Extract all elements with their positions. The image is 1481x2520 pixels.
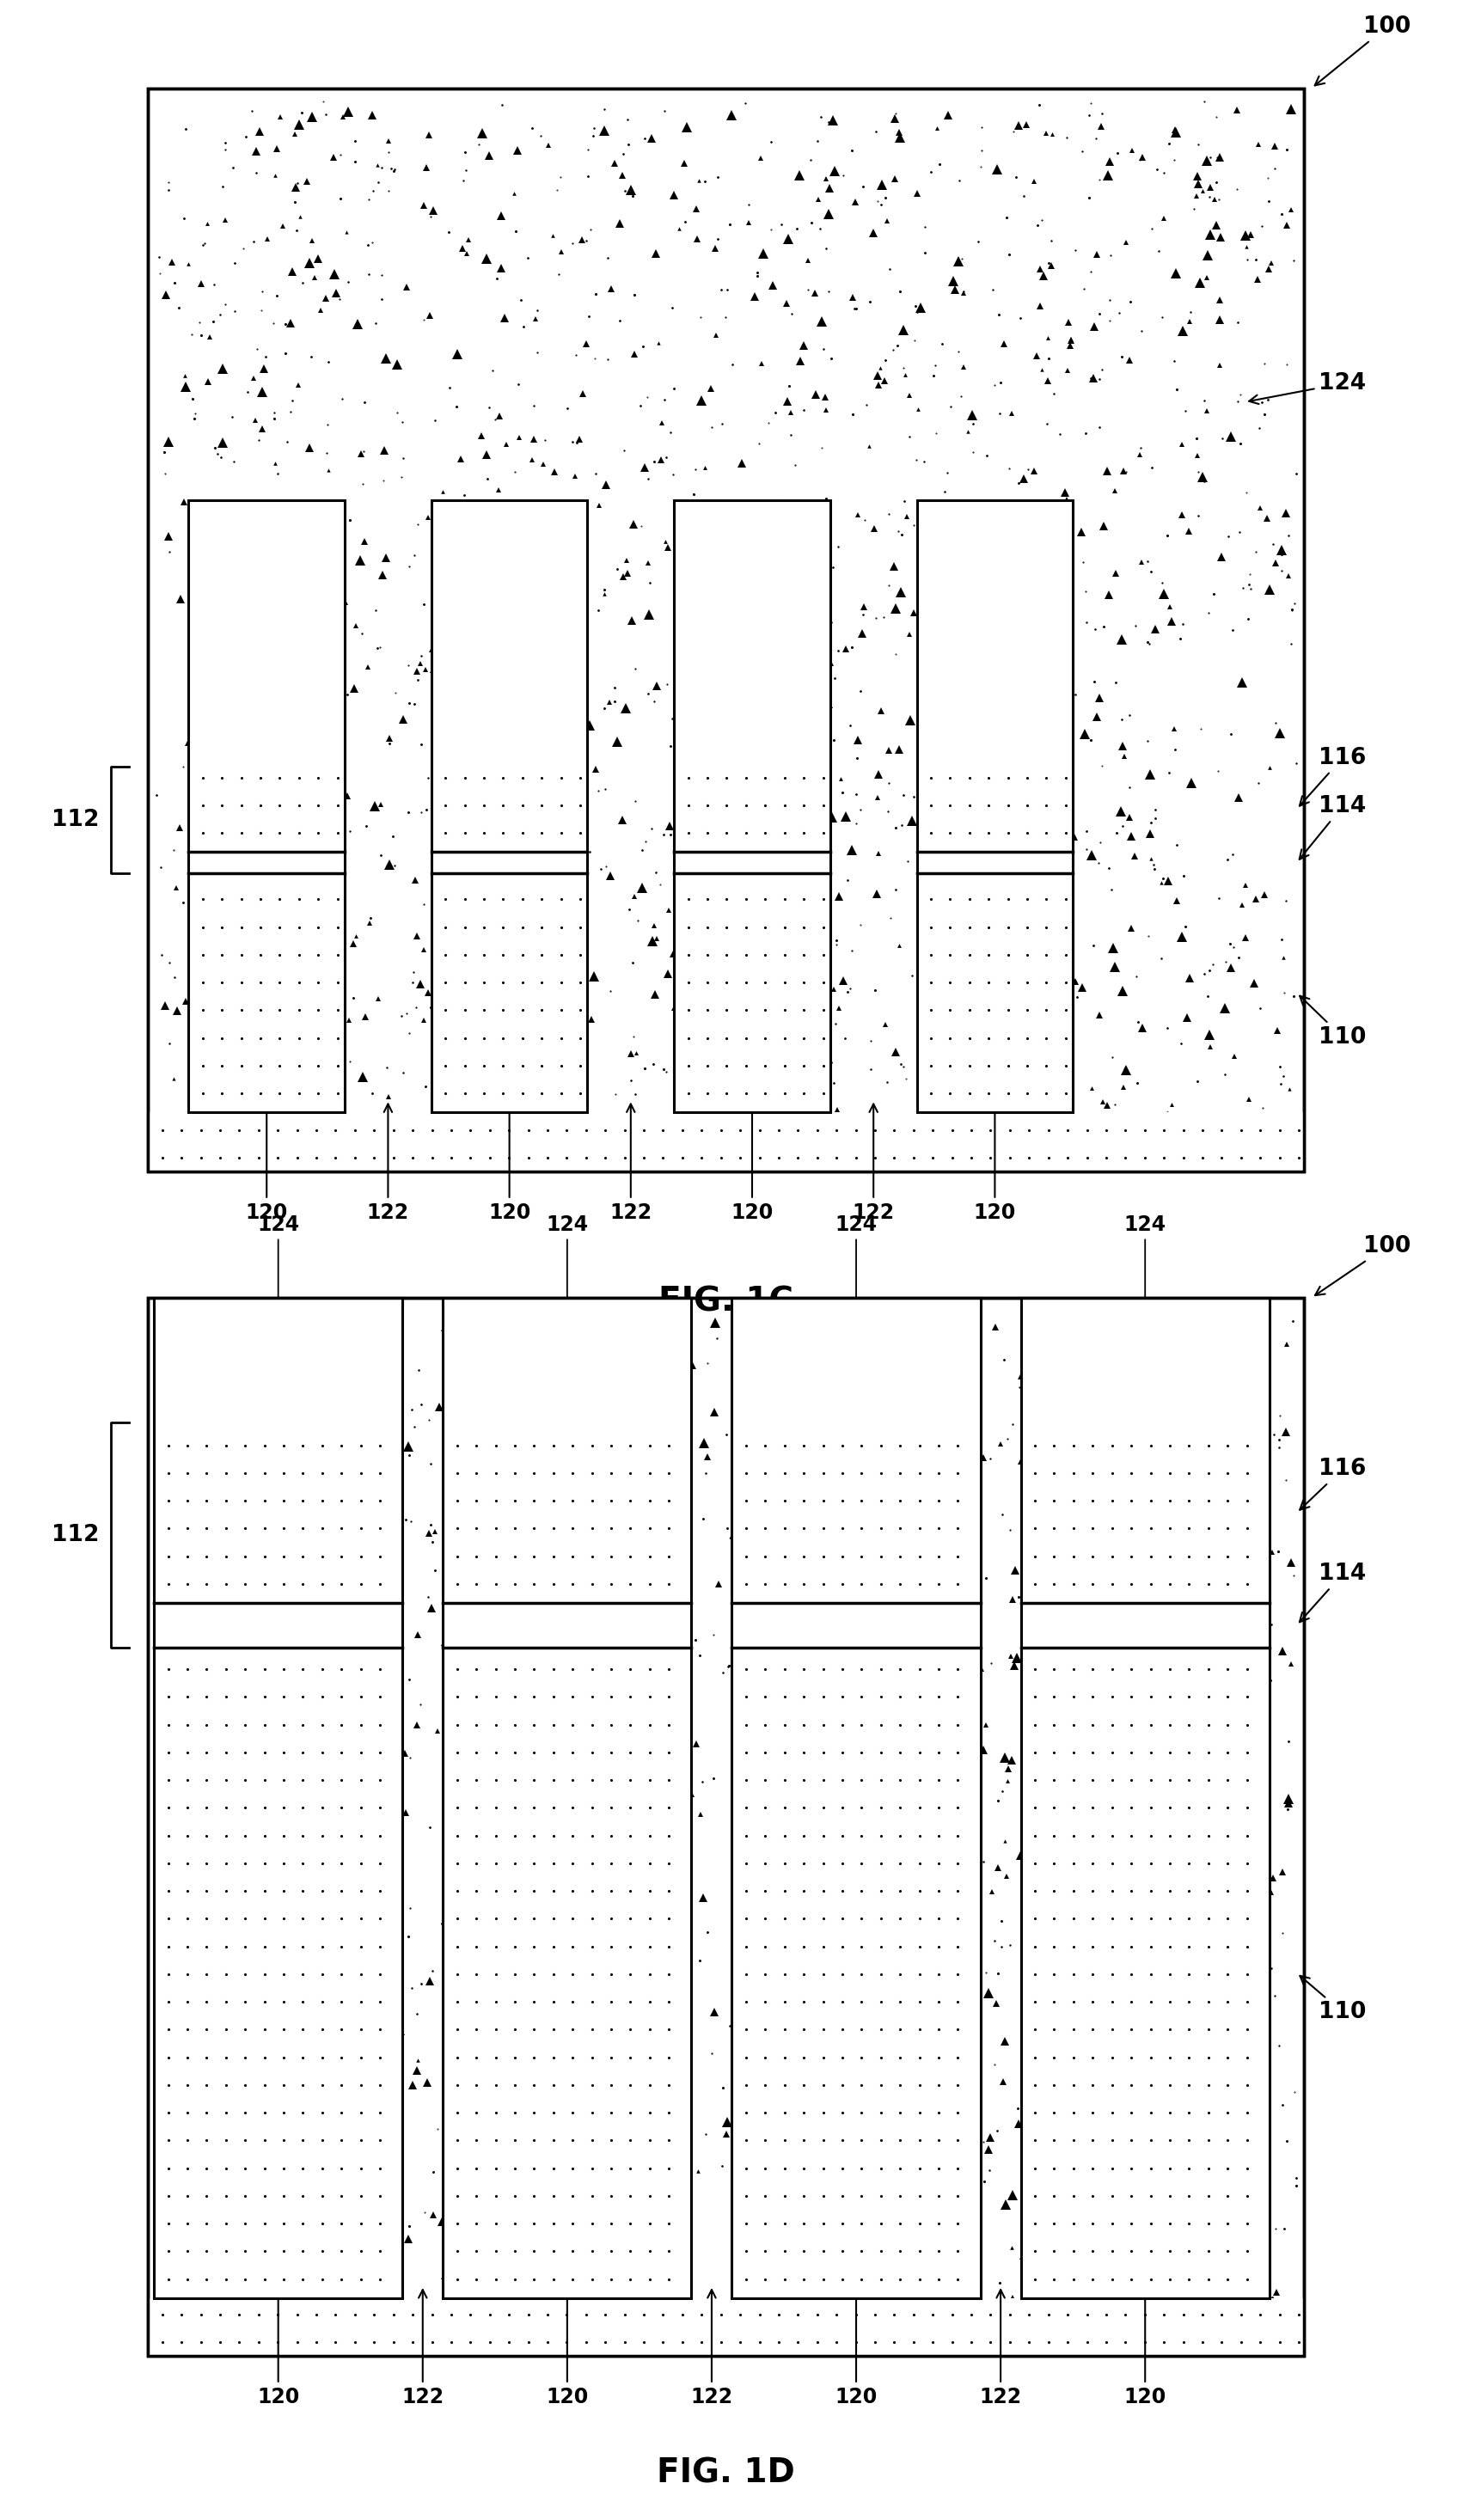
Bar bbox=[148, 1298, 1303, 2356]
Text: 100: 100 bbox=[1314, 1235, 1410, 1295]
Text: 110: 110 bbox=[1299, 995, 1365, 1048]
Text: 122: 122 bbox=[367, 1104, 409, 1222]
Bar bbox=[188, 499, 345, 1111]
Bar bbox=[674, 499, 829, 1111]
Text: 122: 122 bbox=[690, 2291, 732, 2407]
Bar bbox=[732, 1298, 980, 2298]
Text: 120: 120 bbox=[1123, 2291, 1166, 2407]
Text: FIG. 1C: FIG. 1C bbox=[658, 1285, 794, 1318]
Bar bbox=[148, 1111, 1303, 1172]
Text: 122: 122 bbox=[609, 1104, 652, 1222]
Text: 120: 120 bbox=[487, 1104, 530, 1222]
Text: 120: 120 bbox=[730, 1104, 773, 1222]
Bar bbox=[1020, 1298, 1269, 2298]
Text: 112: 112 bbox=[52, 809, 99, 832]
Text: 122: 122 bbox=[979, 2291, 1020, 2407]
Text: 114: 114 bbox=[1299, 1562, 1365, 1623]
Text: 120: 120 bbox=[834, 2291, 877, 2407]
Text: 116: 116 bbox=[1299, 1459, 1365, 1509]
Bar bbox=[1020, 1298, 1269, 2298]
Text: 110: 110 bbox=[1299, 1976, 1365, 2024]
Text: 114: 114 bbox=[1299, 796, 1365, 859]
Bar bbox=[148, 2298, 1303, 2356]
Bar bbox=[917, 499, 1072, 1111]
Bar bbox=[148, 1298, 1303, 2356]
Bar bbox=[154, 1298, 403, 2298]
Bar bbox=[674, 499, 829, 1111]
Text: 124: 124 bbox=[258, 1215, 299, 1318]
Text: 112: 112 bbox=[52, 1525, 99, 1547]
Bar bbox=[431, 499, 586, 1111]
Text: 100: 100 bbox=[1314, 15, 1410, 86]
Bar bbox=[148, 88, 1303, 1172]
Text: 124: 124 bbox=[546, 1215, 588, 1318]
Bar bbox=[732, 1298, 980, 2298]
Text: 120: 120 bbox=[545, 2291, 588, 2407]
Bar bbox=[443, 1298, 692, 2298]
Text: 116: 116 bbox=[1299, 746, 1365, 806]
Bar bbox=[148, 88, 1303, 1172]
Text: 120: 120 bbox=[256, 2291, 299, 2407]
Bar bbox=[154, 1298, 403, 2298]
Bar bbox=[443, 1298, 692, 2298]
Text: 124: 124 bbox=[1124, 1215, 1166, 1318]
Text: 122: 122 bbox=[852, 1104, 895, 1222]
Bar bbox=[917, 499, 1072, 1111]
Text: 122: 122 bbox=[401, 2291, 443, 2407]
Text: 124: 124 bbox=[1248, 373, 1365, 403]
Bar bbox=[431, 499, 586, 1111]
Bar bbox=[188, 499, 345, 1111]
Text: 124: 124 bbox=[835, 1215, 877, 1318]
Text: FIG. 1D: FIG. 1D bbox=[656, 2457, 795, 2490]
Text: 120: 120 bbox=[246, 1104, 287, 1222]
Text: 120: 120 bbox=[973, 1104, 1016, 1222]
